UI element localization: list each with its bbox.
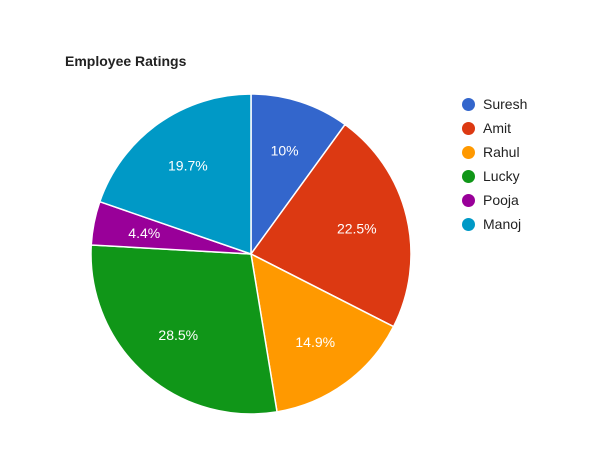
legend-swatch-icon [462, 97, 475, 111]
legend-swatch-icon [462, 217, 475, 231]
pie-slice-manoj[interactable] [98, 93, 252, 256]
legend-label: Suresh [483, 96, 528, 112]
legend-item-rahul[interactable]: Rahul [462, 140, 527, 164]
legend-item-suresh[interactable]: Suresh [462, 92, 527, 116]
slice-label-rahul: 14.9% [295, 334, 335, 350]
pie-slice-suresh[interactable] [250, 93, 347, 257]
legend-item-manoj[interactable]: Manoj [462, 212, 527, 236]
legend-label: Amit [483, 120, 511, 136]
pie-slice-rahul[interactable] [250, 252, 395, 413]
legend-item-amit[interactable]: Amit [462, 116, 527, 140]
legend-swatch-icon [462, 193, 475, 207]
legend-item-lucky[interactable]: Lucky [462, 164, 527, 188]
chart-title: Employee Ratings [65, 53, 187, 69]
pie-slice-lucky[interactable] [90, 244, 278, 415]
legend-label: Rahul [483, 144, 520, 160]
slice-label-suresh: 10% [271, 143, 299, 159]
slice-label-manoj: 19.7% [168, 157, 208, 173]
legend-label: Manoj [483, 216, 522, 232]
legend: Suresh Amit Rahul Lucky Pooja Manoj [462, 92, 527, 236]
pie-slice-amit[interactable] [249, 123, 412, 328]
slice-label-amit: 22.5% [337, 221, 377, 237]
slice-label-pooja: 4.4% [128, 225, 160, 241]
legend-swatch-icon [462, 121, 475, 135]
legend-swatch-icon [462, 169, 475, 183]
slice-label-lucky: 28.5% [158, 327, 198, 343]
legend-label: Lucky [483, 168, 520, 184]
legend-swatch-icon [462, 145, 475, 159]
legend-label: Pooja [483, 192, 519, 208]
legend-item-pooja[interactable]: Pooja [462, 188, 527, 212]
